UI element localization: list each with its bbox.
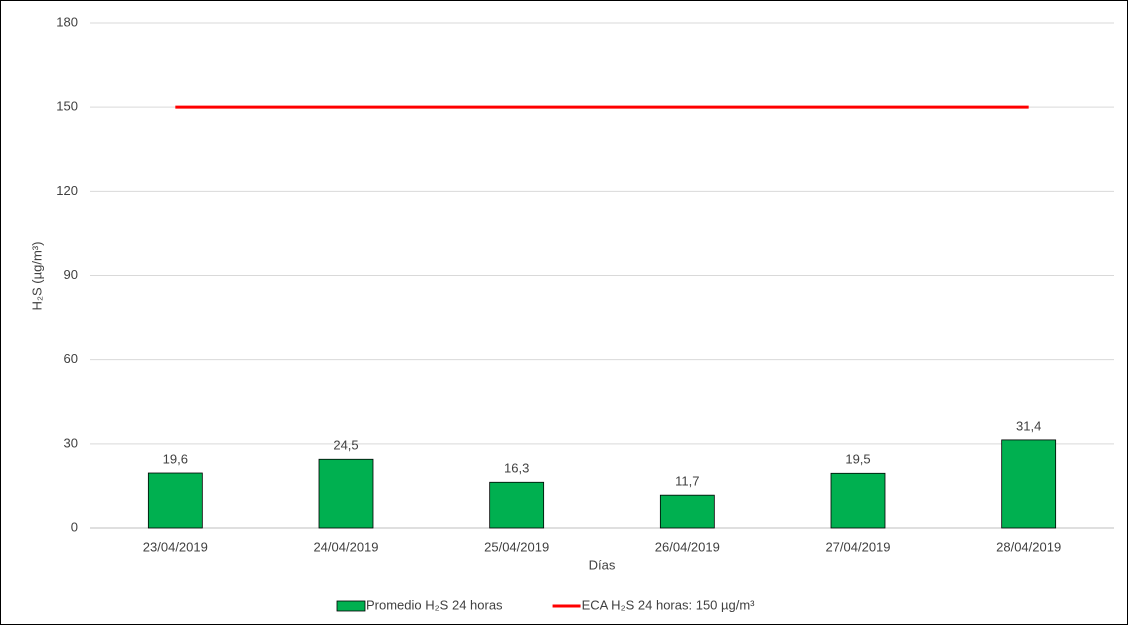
bar [318, 458, 374, 529]
x-tick-label: 24/04/2019 [313, 539, 378, 554]
y-tick-label: 90 [64, 267, 78, 282]
legend-label: ECA H₂S 24 horas: 150 µg/m³ [582, 597, 756, 612]
data-label: 31,4 [1016, 418, 1041, 433]
x-tick-label: 27/04/2019 [825, 539, 890, 554]
y-tick-label: 150 [56, 99, 78, 114]
y-axis-label: H₂S (µg/m³) [29, 242, 44, 311]
y-tick-label: 30 [64, 435, 78, 450]
data-label: 19,6 [163, 451, 188, 466]
y-tick-label: 0 [71, 519, 78, 534]
legend-label: Promedio H₂S 24 horas [366, 597, 503, 612]
bar [147, 472, 203, 529]
x-axis-label: Días [589, 557, 616, 572]
x-tick-label: 23/04/2019 [143, 539, 208, 554]
legend-swatch [336, 600, 366, 612]
x-tick-label: 25/04/2019 [484, 539, 549, 554]
bar [1001, 439, 1057, 529]
x-tick-label: 28/04/2019 [996, 539, 1061, 554]
bar [659, 494, 715, 529]
y-tick-label: 180 [56, 14, 78, 29]
data-label: 11,7 [675, 474, 699, 489]
data-label: 19,5 [845, 452, 870, 467]
bar [830, 472, 886, 529]
bar [489, 481, 545, 529]
y-tick-label: 60 [64, 351, 78, 366]
data-label: 24,5 [333, 438, 358, 453]
y-tick-label: 120 [56, 183, 78, 198]
data-label: 16,3 [504, 461, 529, 476]
x-tick-label: 26/04/2019 [655, 539, 720, 554]
